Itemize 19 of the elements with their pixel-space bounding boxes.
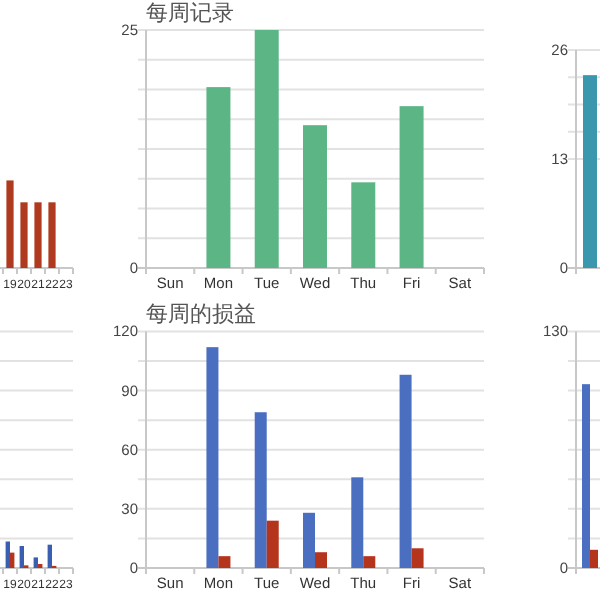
bar: [411, 548, 424, 568]
bar: [254, 30, 279, 268]
bar: [303, 125, 327, 268]
bar: [254, 412, 267, 568]
bar: [399, 106, 424, 268]
chart-title: 每周记录: [146, 2, 234, 26]
bar: [399, 374, 412, 568]
bar: [33, 557, 38, 568]
chart-title: 每周的损益: [146, 303, 256, 328]
bar: [206, 87, 231, 268]
bar: [303, 512, 315, 568]
bar: [266, 520, 279, 568]
bar: [218, 556, 231, 568]
bar: [206, 347, 219, 568]
bar: [19, 546, 24, 568]
bar: [351, 477, 364, 568]
bar: [315, 552, 327, 568]
bar: [363, 556, 376, 568]
bar: [351, 182, 376, 268]
